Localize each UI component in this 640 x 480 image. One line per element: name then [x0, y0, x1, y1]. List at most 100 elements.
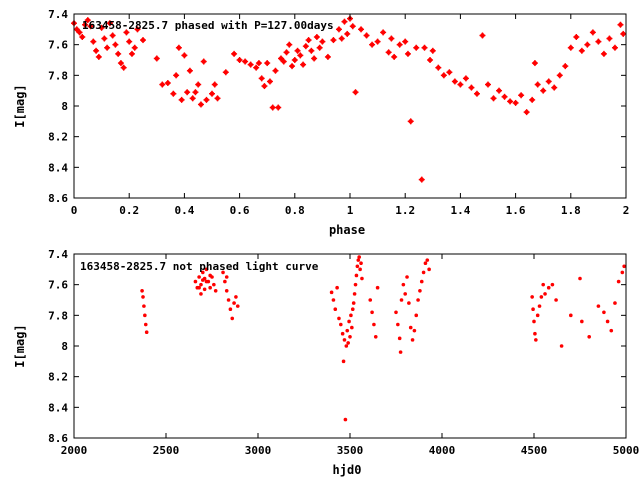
unphased-data-point — [530, 295, 534, 299]
unphased-data-point — [343, 417, 348, 422]
phased-data-point — [523, 109, 530, 116]
phased-x-tick-label: 1.6 — [506, 204, 526, 217]
unphased-data-point — [142, 304, 146, 308]
unphased-x-tick-label: 5000 — [613, 444, 640, 457]
unphased-data-point — [403, 292, 408, 296]
unphased-data-point — [407, 301, 411, 305]
phased-x-tick-label: 0.6 — [230, 204, 250, 217]
unphased-data-point — [350, 307, 355, 312]
phased-chart: 0 0.2 0.4 0.6 0.8 1 1.2 1.4 1.6 1.8 2 7.4 7.6 7.8 8 8.… — [13, 8, 629, 237]
unphased-data-point — [550, 282, 555, 287]
phased-data-point — [153, 55, 160, 62]
phased-y-tick-label: 7.4 — [48, 8, 68, 21]
unphased-data-point — [199, 282, 203, 287]
unphased-data-point — [559, 344, 564, 348]
unphased-data-point — [587, 335, 591, 339]
phased-data-point — [578, 47, 585, 54]
phased-data-point — [123, 29, 130, 36]
unphased-data-point — [341, 359, 346, 364]
unphased-y-tick-label: 8.4 — [48, 401, 68, 414]
phased-y-axis-title: I[mag] — [13, 84, 27, 127]
phased-data-point — [173, 72, 180, 79]
phased-data-point — [159, 81, 166, 88]
unphased-data-point — [578, 276, 582, 281]
phased-data-point — [446, 69, 453, 76]
phased-data-point — [380, 29, 387, 36]
unphased-data-point — [373, 335, 378, 339]
phased-data-point — [501, 93, 508, 100]
phased-data-point — [297, 52, 304, 59]
phased-data-point — [418, 176, 425, 183]
unphased-data-point — [412, 328, 417, 333]
phased-data-point — [95, 53, 102, 60]
phased-data-point — [189, 95, 196, 102]
phased-data-point — [140, 37, 146, 44]
unphased-data-point — [616, 279, 621, 284]
phased-data-point — [203, 96, 210, 103]
unphased-x-tick-label: 2500 — [153, 444, 180, 457]
phased-data-point — [117, 60, 124, 67]
phased-data-point — [479, 32, 486, 39]
phased-data-point — [388, 35, 395, 42]
phased-data-point — [540, 87, 547, 94]
phased-data-point — [302, 43, 309, 50]
unphased-data-point — [223, 279, 227, 284]
phased-data-point — [115, 50, 122, 57]
unphased-data-point — [359, 261, 363, 266]
unphased-data-point — [596, 304, 601, 308]
unphased-data-point — [372, 322, 376, 327]
phased-data-point — [104, 44, 111, 51]
unphased-x-axis-title: hjd0 — [333, 463, 362, 477]
phased-data-point — [335, 26, 342, 33]
phased-data-point — [269, 104, 276, 111]
phased-x-tick-label: 0.4 — [174, 204, 194, 217]
phased-data-point — [545, 78, 552, 85]
unphased-y-tick-label: 7.4 — [48, 248, 68, 261]
phased-data-point — [620, 30, 627, 37]
unphased-data-point — [197, 275, 201, 279]
phased-data-point — [126, 38, 133, 45]
unphased-data-point — [224, 275, 229, 279]
phased-data-point — [73, 26, 80, 33]
unphased-data-point — [202, 287, 207, 292]
phased-data-point — [90, 38, 97, 45]
phased-data-point — [211, 81, 218, 88]
unphased-data-point — [329, 290, 334, 295]
unphased-data-point — [534, 338, 538, 342]
unphased-data-point — [414, 313, 419, 318]
phased-data-point — [93, 47, 100, 54]
unphased-data-point — [345, 328, 350, 333]
phased-data-point — [258, 75, 265, 82]
phased-data-point — [352, 89, 359, 96]
phased-data-point — [197, 101, 204, 108]
phased-data-point — [429, 47, 436, 54]
unphased-data-point — [421, 270, 426, 275]
unphased-data-point — [347, 319, 351, 324]
unphased-y-axis-title: I[mag] — [13, 324, 27, 367]
phased-data-point — [468, 84, 475, 91]
phased-data-point — [584, 41, 591, 48]
unphased-data-point — [613, 301, 617, 305]
phased-data-point — [330, 37, 337, 44]
unphased-y-tick-label: 7.8 — [48, 309, 68, 322]
unphased-data-point — [234, 295, 238, 299]
unphased-plot-frame — [73, 253, 627, 439]
unphased-data-point — [423, 261, 428, 266]
unphased-data-point — [356, 258, 361, 262]
phased-x-tick-label: 0 — [71, 204, 78, 217]
phased-data-point — [79, 34, 86, 40]
phased-data-point — [531, 60, 538, 67]
unphased-data-point — [346, 341, 350, 345]
phased-data-point — [101, 35, 108, 42]
phased-data-point — [457, 81, 464, 88]
phased-data-point — [195, 81, 202, 88]
phased-data-point — [286, 41, 293, 48]
unphased-data-point — [360, 276, 364, 281]
unphased-data-point — [357, 255, 362, 259]
phased-data-point — [76, 29, 83, 36]
phased-data-point — [184, 89, 191, 96]
phased-data-point — [363, 32, 370, 39]
phased-data-point — [222, 69, 229, 76]
phased-data-point — [106, 20, 113, 27]
unphased-data-point — [193, 279, 198, 284]
